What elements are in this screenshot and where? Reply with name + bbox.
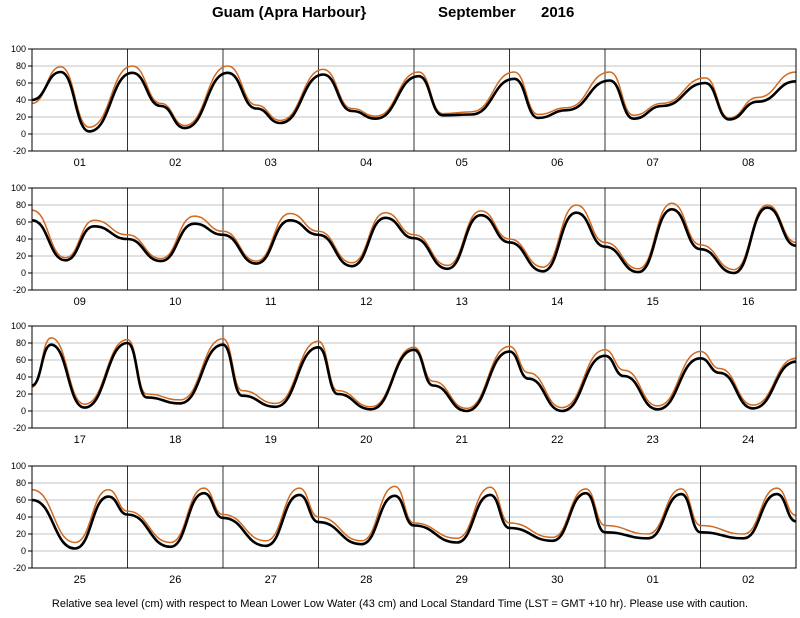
y-tick-label: 40 [16, 95, 26, 105]
series-predicted-line [31, 70, 797, 133]
day-label: 11 [265, 296, 276, 308]
panel-frame [31, 187, 797, 291]
y-tick-label: 80 [16, 200, 26, 210]
series-observed-line [31, 65, 797, 128]
series-observed-line [31, 337, 797, 410]
day-label: 20 [360, 434, 372, 446]
day-label: 21 [456, 434, 468, 446]
y-tick-label: 0 [21, 129, 26, 139]
series-predicted-line [31, 491, 797, 550]
y-tick-label: 60 [16, 217, 26, 227]
day-label: 14 [551, 296, 563, 308]
y-tick-label: 80 [16, 61, 26, 71]
y-tick-label: -20 [13, 423, 26, 433]
day-label: 22 [551, 434, 563, 446]
chart-title: Guam (Apra Harbour} September 2016 [0, 4, 800, 26]
title-year: 2016 [541, 4, 575, 21]
day-label: 15 [647, 296, 659, 308]
day-label: 13 [456, 296, 468, 308]
day-label: 24 [742, 434, 754, 446]
panel-frame [31, 325, 797, 429]
panel-3: -20 0 20 40 60 80 100 17 18 19 20 21 22 23 24 [11, 321, 797, 446]
title-location: Guam (Apra Harbour} [212, 4, 367, 21]
y-tick-label: 20 [16, 112, 26, 122]
day-label: 07 [647, 157, 659, 169]
series-observed-line [31, 485, 797, 544]
y-tick-label: 60 [16, 78, 26, 88]
y-tick-label: 20 [16, 389, 26, 399]
y-tick-label: 100 [11, 461, 26, 471]
day-label: 18 [169, 434, 181, 446]
panel-frame [31, 48, 797, 152]
title-month: September [438, 4, 516, 21]
panel-2: -20 0 20 40 60 80 100 09 10 11 12 13 14 15 16 [11, 183, 797, 308]
day-label: 12 [360, 296, 372, 308]
series-predicted-line [31, 341, 797, 413]
day-label: 17 [74, 434, 86, 446]
y-tick-label: 40 [16, 512, 26, 522]
day-label: 02 [742, 574, 754, 586]
y-tick-label: 40 [16, 234, 26, 244]
day-label: 30 [551, 574, 563, 586]
y-tick-label: -20 [13, 146, 26, 156]
y-tick-label: 0 [21, 546, 26, 556]
day-label: 19 [265, 434, 277, 446]
y-tick-label: -20 [13, 563, 26, 573]
day-label: 29 [456, 574, 468, 586]
day-label: 08 [742, 157, 754, 169]
y-tick-label: 0 [21, 406, 26, 416]
panel-frame [31, 465, 797, 569]
day-label: 23 [647, 434, 659, 446]
caption: Relative sea level (cm) with respect to … [51, 598, 749, 610]
day-label: 09 [74, 296, 86, 308]
y-tick-label: 60 [16, 355, 26, 365]
day-label: 10 [169, 296, 181, 308]
day-label: 04 [360, 157, 372, 169]
series-predicted-line [31, 206, 797, 275]
day-label: 01 [647, 574, 659, 586]
day-label: 06 [551, 157, 563, 169]
day-label: 25 [74, 574, 86, 586]
y-tick-label: 100 [11, 321, 26, 331]
day-label: 26 [169, 574, 181, 586]
y-tick-label: 40 [16, 372, 26, 382]
day-label: 16 [742, 296, 754, 308]
day-label: 03 [265, 157, 277, 169]
day-label: 27 [265, 574, 277, 586]
y-tick-label: 20 [16, 529, 26, 539]
day-label: 05 [456, 157, 468, 169]
series-observed-line [31, 202, 797, 271]
day-label: 01 [74, 157, 86, 169]
y-tick-label: 100 [11, 183, 26, 193]
day-label: 28 [360, 574, 372, 586]
y-tick-label: 100 [11, 44, 26, 54]
y-tick-label: 60 [16, 495, 26, 505]
y-tick-label: 0 [21, 268, 26, 278]
y-tick-label: 80 [16, 338, 26, 348]
y-tick-label: 20 [16, 251, 26, 261]
panel-4: -20 0 20 40 60 80 100 25 26 27 28 29 30 01 02 [11, 461, 797, 586]
panel-1: -20 0 20 40 60 80 100 01 02 03 04 05 06 07 08 [11, 44, 797, 169]
y-tick-label: -20 [13, 285, 26, 295]
day-label: 02 [169, 157, 181, 169]
y-tick-label: 80 [16, 478, 26, 488]
